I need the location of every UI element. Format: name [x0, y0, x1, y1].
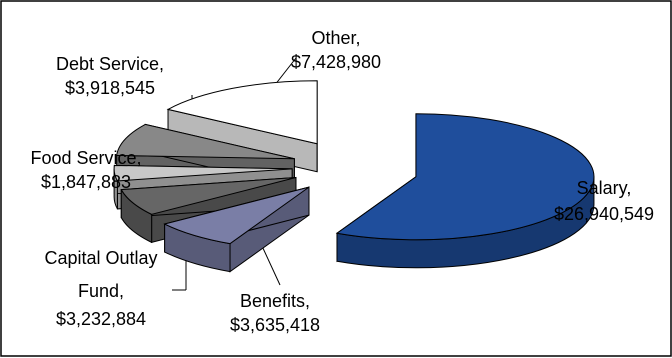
label-benefits-name: Benefits,: [240, 291, 310, 311]
label-benefits-value: $3,635,418: [230, 315, 320, 335]
label-capital-outlay-name-line2: Fund,: [78, 281, 124, 301]
label-salary-name: Salary,: [577, 178, 632, 198]
slice-top-salary: [335, 113, 595, 241]
label-debt-service-name: Debt Service,: [56, 54, 164, 74]
slice-top-debt-service: [116, 123, 295, 160]
label-debt-service-value: $3,918,545: [65, 78, 155, 98]
slice-top-benefits: [163, 186, 310, 245]
slice-top-food-service: [113, 164, 293, 182]
pie-slices: [113, 80, 595, 273]
leader-line-benefits: [261, 245, 281, 286]
label-salary-value: $26,940,549: [554, 204, 654, 224]
label-capital-outlay-value: $3,232,884: [56, 309, 146, 329]
label-food-service-value: $1,847,883: [41, 172, 131, 192]
slice-top-other: [166, 80, 318, 145]
label-capital-outlay-name-line1: Capital Outlay: [44, 248, 157, 268]
label-other-value: $7,428,980: [291, 52, 381, 72]
slice-top-capital-outlay-fund: [120, 177, 297, 215]
label-food-service-name: Food Service,: [30, 148, 141, 168]
label-other-name: Other,: [311, 28, 360, 48]
